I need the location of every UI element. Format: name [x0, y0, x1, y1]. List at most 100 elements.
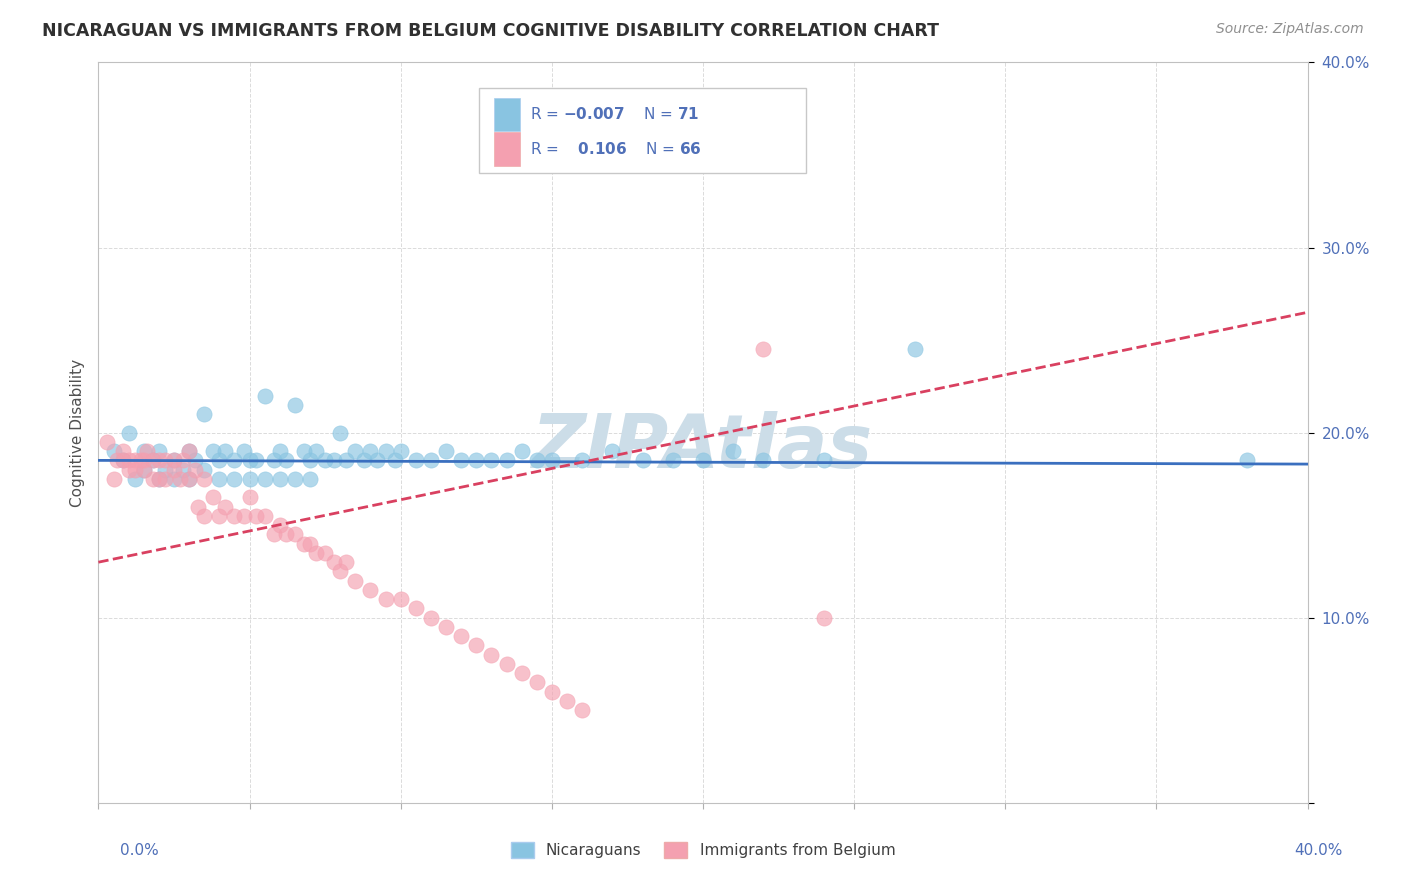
- Point: [374, 592, 396, 607]
- Point: [314, 546, 336, 560]
- Point: [292, 536, 315, 550]
- Point: [148, 444, 170, 458]
- Point: [239, 472, 262, 486]
- Point: [148, 472, 170, 486]
- Point: [179, 444, 201, 458]
- Point: [329, 565, 352, 579]
- Point: [187, 500, 209, 514]
- Text: R =    $\bf{0.106}$    N = $\bf{66}$: R = $\bf{0.106}$ N = $\bf{66}$: [530, 141, 702, 157]
- Point: [1236, 453, 1258, 467]
- Point: [752, 453, 775, 467]
- Point: [571, 453, 593, 467]
- Point: [142, 472, 165, 486]
- Point: [360, 444, 382, 458]
- Point: [111, 444, 134, 458]
- Point: [510, 444, 533, 458]
- Point: [555, 694, 578, 708]
- Point: [193, 462, 215, 476]
- Point: [148, 472, 170, 486]
- Point: [335, 453, 357, 467]
- Point: [631, 453, 654, 467]
- Point: [360, 582, 382, 597]
- Point: [169, 472, 191, 486]
- Point: [526, 453, 548, 467]
- Point: [510, 666, 533, 681]
- Point: [481, 453, 503, 467]
- Point: [208, 472, 231, 486]
- Point: [202, 491, 225, 505]
- Point: [111, 453, 134, 467]
- Point: [253, 508, 276, 523]
- Point: [224, 453, 246, 467]
- Point: [111, 453, 134, 467]
- Y-axis label: Cognitive Disability: Cognitive Disability: [69, 359, 84, 507]
- Point: [481, 648, 503, 662]
- Point: [208, 453, 231, 467]
- Point: [292, 444, 315, 458]
- Point: [153, 472, 176, 486]
- Point: [208, 508, 231, 523]
- Bar: [494, 97, 520, 131]
- Point: [465, 453, 488, 467]
- Point: [450, 453, 472, 467]
- Point: [692, 453, 714, 467]
- Bar: [494, 132, 520, 166]
- Point: [904, 343, 927, 357]
- Text: Source: ZipAtlas.com: Source: ZipAtlas.com: [1216, 22, 1364, 37]
- Point: [135, 444, 157, 458]
- Point: [132, 462, 155, 476]
- Point: [239, 491, 262, 505]
- Point: [184, 462, 207, 476]
- Point: [132, 453, 155, 467]
- Point: [813, 453, 835, 467]
- Point: [172, 462, 194, 476]
- Point: [124, 472, 146, 486]
- Point: [132, 462, 155, 476]
- Point: [661, 453, 683, 467]
- Point: [193, 472, 215, 486]
- Point: [253, 388, 276, 402]
- Point: [314, 453, 336, 467]
- Point: [323, 555, 346, 569]
- Point: [118, 462, 141, 476]
- Point: [299, 536, 322, 550]
- Point: [495, 657, 517, 671]
- Point: [163, 453, 186, 467]
- Point: [723, 444, 745, 458]
- Point: [142, 453, 165, 467]
- Point: [540, 453, 562, 467]
- Point: [405, 453, 427, 467]
- Point: [269, 444, 291, 458]
- Point: [344, 444, 367, 458]
- Point: [269, 472, 291, 486]
- Point: [118, 425, 141, 440]
- Point: [384, 453, 406, 467]
- Point: [495, 453, 517, 467]
- Legend: Nicaraguans, Immigrants from Belgium: Nicaraguans, Immigrants from Belgium: [503, 834, 903, 865]
- Point: [103, 444, 125, 458]
- Point: [269, 518, 291, 533]
- Point: [153, 453, 176, 467]
- Point: [179, 472, 201, 486]
- Point: [420, 610, 443, 624]
- Point: [374, 444, 396, 458]
- Point: [274, 453, 297, 467]
- Point: [103, 472, 125, 486]
- Point: [153, 462, 176, 476]
- Point: [305, 444, 328, 458]
- Point: [602, 444, 624, 458]
- Point: [245, 453, 267, 467]
- Point: [193, 407, 215, 421]
- Point: [389, 592, 412, 607]
- Point: [163, 453, 186, 467]
- Point: [263, 453, 285, 467]
- Point: [142, 453, 165, 467]
- Point: [434, 444, 457, 458]
- Point: [571, 703, 593, 717]
- Point: [96, 434, 118, 449]
- Point: [526, 675, 548, 690]
- Point: [179, 444, 201, 458]
- Point: [389, 444, 412, 458]
- Point: [214, 500, 236, 514]
- Point: [263, 527, 285, 541]
